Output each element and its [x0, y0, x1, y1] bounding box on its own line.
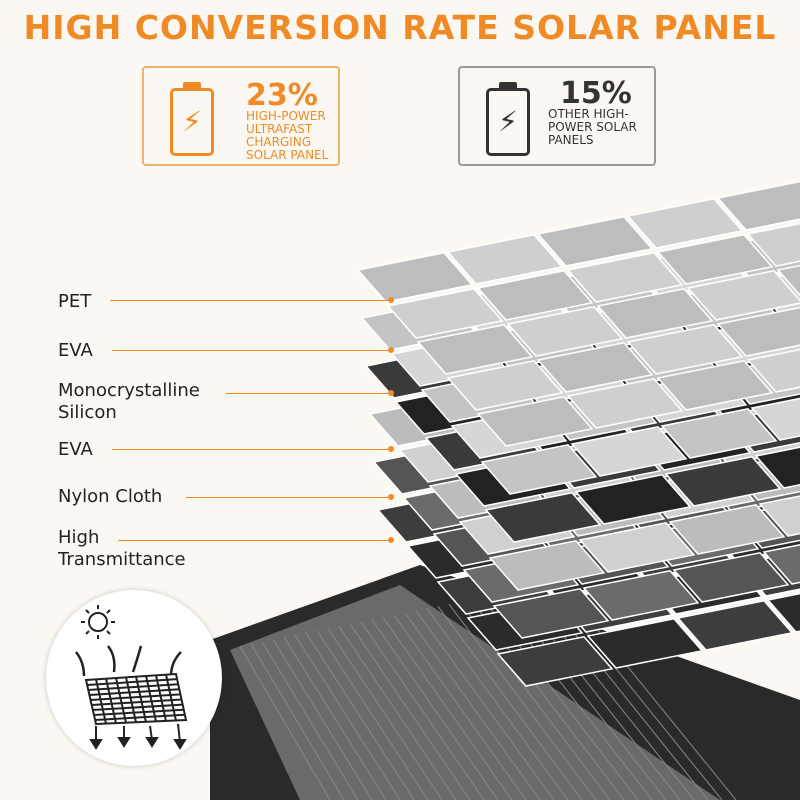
light-absorption-badge	[46, 590, 222, 766]
leader-dot	[388, 347, 394, 353]
comparison-card-15: ⚡ 15% OTHER HIGH- POWER SOLAR PANELS	[458, 66, 656, 166]
sun-mesh-icon	[75, 605, 188, 750]
leader-line	[118, 540, 390, 541]
leader-dot	[388, 537, 394, 543]
battery-charging-icon: ⚡	[486, 82, 530, 156]
leader-line	[112, 449, 390, 450]
layer-label-silicon: Monocrystalline Silicon	[58, 380, 200, 423]
page-title: HIGH CONVERSION RATE SOLAR PANEL	[23, 8, 777, 47]
leader-dot	[388, 390, 394, 396]
leader-dot	[388, 494, 394, 500]
leader-dot	[388, 297, 394, 303]
comparison-card-23: ⚡ 23% HIGH-POWER ULTRAFAST CHARGING SOLAR …	[142, 66, 340, 166]
leader-line	[110, 300, 390, 301]
panel-layer	[356, 180, 800, 447]
battery-charging-icon: ⚡	[170, 82, 214, 156]
card-description: HIGH-POWER ULTRAFAST CHARGING SOLAR PANEL	[246, 109, 329, 162]
layer-label-eva-2: EVA	[58, 439, 93, 460]
percent-value: 23%	[246, 78, 318, 113]
layer-label-eva: EVA	[58, 340, 93, 361]
layer-label-pet: PET	[58, 291, 92, 312]
leader-line	[186, 497, 390, 498]
layer-label-transmittance: High Transmittance	[58, 527, 186, 570]
leader-line	[226, 393, 390, 394]
layer-label-nylon: Nylon Cloth	[58, 486, 163, 507]
card-description: OTHER HIGH- POWER SOLAR PANELS	[548, 107, 637, 147]
leader-line	[112, 350, 390, 351]
leader-dot	[388, 446, 394, 452]
percent-value: 15%	[560, 76, 632, 111]
